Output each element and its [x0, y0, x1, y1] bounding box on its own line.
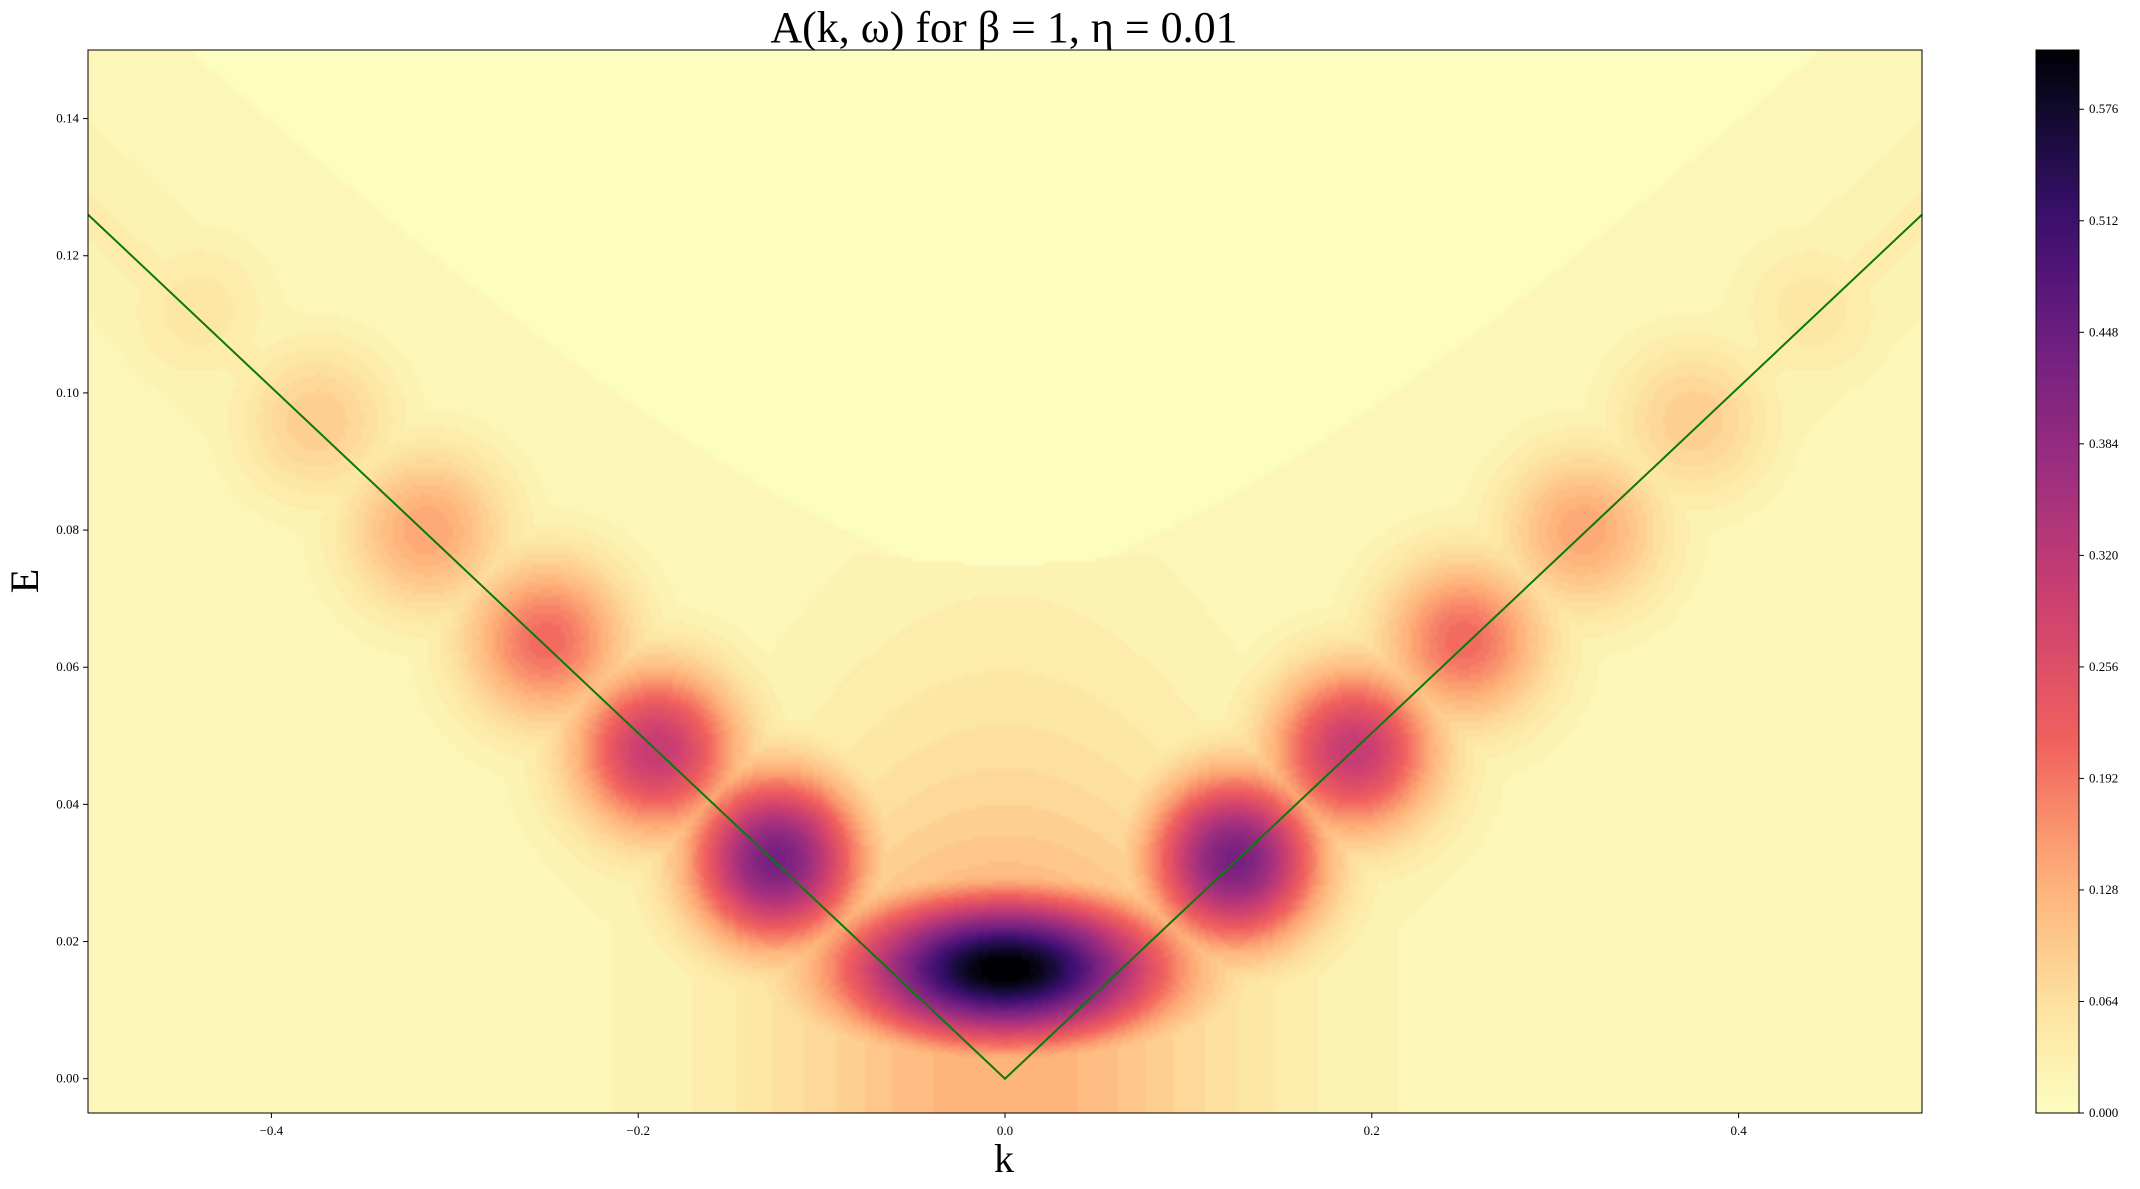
colorbar	[2035, 49, 2080, 1114]
colorbar-tick-label: 0.384	[2089, 436, 2119, 451]
y-axis: 0.00 0.02 0.04 0.06 0.08 0.10 0.12 0.14	[56, 111, 88, 1086]
x-tick-label: −0.4	[260, 1123, 284, 1138]
x-tick-label: 0.4	[1730, 1123, 1747, 1138]
y-tick-label: 0.14	[56, 111, 79, 126]
colorbar-tick-label: 0.256	[2089, 659, 2119, 674]
y-tick-label: 0.08	[56, 522, 79, 537]
colorbar-tick-label: 0.576	[2089, 101, 2119, 116]
y-axis-label: E	[2, 569, 47, 593]
heatmap	[88, 50, 1922, 1113]
colorbar-tick-label: 0.192	[2089, 770, 2118, 785]
colorbar-tick-label: 0.000	[2089, 1105, 2118, 1120]
colorbar-tick-label: 0.512	[2089, 213, 2118, 228]
y-tick-label: 0.06	[56, 659, 79, 674]
y-tick-label: 0.04	[56, 796, 79, 811]
colorbar-tick-label: 0.320	[2089, 547, 2118, 562]
dispersion-line	[88, 213, 1922, 1081]
y-tick-label: 0.02	[56, 934, 79, 949]
x-axis-label: k	[994, 1136, 1014, 1181]
colorbar-tick-label: 0.448	[2089, 324, 2118, 339]
y-tick-label: 0.10	[56, 385, 79, 400]
x-tick-label: 0.0	[997, 1123, 1013, 1138]
colorbar-tick-label: 0.064	[2089, 993, 2119, 1008]
chart-title: A(k, ω) for β = 1, η = 0.01	[770, 3, 1237, 52]
colorbar-tick-label: 0.128	[2089, 882, 2118, 897]
x-tick-label: 0.2	[1364, 1123, 1380, 1138]
x-axis: −0.4 −0.2 0.0 0.2 0.4	[260, 1113, 1747, 1138]
x-tick-label: −0.2	[626, 1123, 650, 1138]
colorbar-axis: 0.000 0.064 0.128 0.192 0.256 0.320 0.384 0.448…	[2079, 101, 2119, 1120]
y-tick-label: 0.00	[56, 1071, 79, 1086]
y-tick-label: 0.12	[56, 248, 79, 263]
